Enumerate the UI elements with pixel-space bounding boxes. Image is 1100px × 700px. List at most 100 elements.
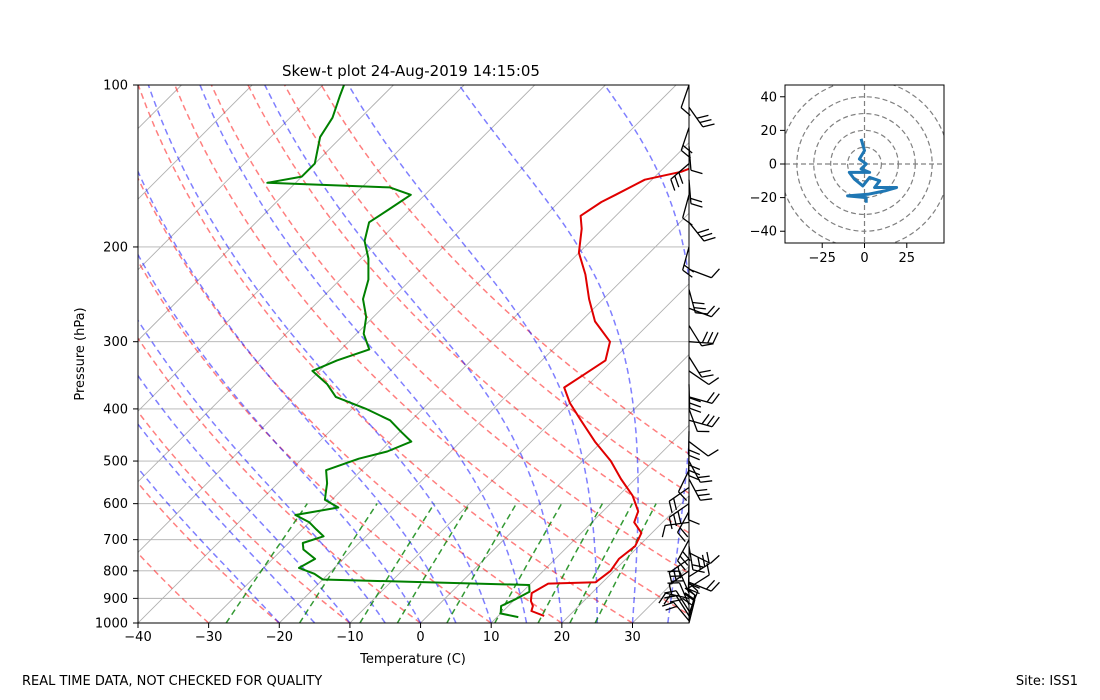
y-tick-label: 200	[103, 240, 128, 255]
wind-barb-staff	[668, 486, 690, 502]
dry-adiabat	[210, 85, 689, 575]
wind-barb-flag	[695, 312, 708, 315]
wind-barb-flag	[690, 197, 703, 203]
moist-adiabats	[138, 85, 769, 623]
wind-barb-flag	[711, 393, 720, 404]
wind-barb-flag	[688, 454, 700, 461]
wind-barb-staff	[688, 460, 701, 483]
wind-barb-flag	[695, 488, 708, 492]
dry-adiabat	[320, 85, 689, 455]
moist-adiabat	[138, 169, 457, 623]
wind-barb-flag	[710, 581, 720, 592]
dry-adiabats	[138, 85, 689, 623]
wind-barb	[677, 469, 690, 502]
y-tick-label: 400	[103, 402, 128, 417]
mixing-ratio-line	[446, 503, 518, 623]
y-tick-label: 100	[103, 79, 128, 94]
x-axis-label: Temperature (C)	[359, 652, 466, 667]
wind-barb-flag	[672, 569, 678, 582]
wind-barb-flag	[661, 525, 666, 538]
wind-barb-staff	[688, 356, 703, 378]
wind-barb-flag	[677, 566, 682, 579]
y-tick-label: 300	[103, 335, 128, 350]
wind-barb-staff	[668, 558, 690, 574]
isotherm-line	[138, 85, 465, 412]
wind-barb-flag	[701, 413, 710, 425]
wind-barb-flag	[690, 203, 703, 208]
wind-barb-staff	[688, 289, 696, 313]
wind-barb-staff	[682, 246, 690, 271]
wind-barb-flag	[682, 217, 693, 226]
wind-barb-staff	[673, 601, 690, 622]
wind-barb-flag	[708, 377, 720, 386]
hodograph-y-tick-label: −40	[750, 225, 777, 240]
wind-barb-flag	[663, 593, 672, 605]
wind-barb-staff	[682, 194, 690, 219]
wind-barb-flag	[710, 307, 720, 318]
wind-barb-flag	[700, 498, 713, 501]
wind-barb-staff	[675, 590, 690, 612]
dry-adiabat	[283, 85, 689, 495]
wind-barb	[688, 179, 703, 208]
wind-barb-staff	[680, 127, 690, 151]
wind-barb-flag	[710, 268, 720, 279]
wind-barb	[682, 194, 693, 226]
wind-barb	[658, 592, 690, 605]
wind-barb	[661, 521, 690, 538]
skewt-plot-content	[138, 85, 769, 623]
wind-barb-staff	[688, 106, 704, 128]
wind-barb-staff	[676, 539, 690, 562]
isotherm-line	[420, 353, 689, 623]
wind-barb	[688, 441, 719, 457]
wind-barb-staff	[668, 503, 690, 518]
isotherm-line	[138, 85, 536, 483]
wind-barb-staff	[670, 163, 690, 180]
dry-adiabat	[138, 336, 422, 623]
y-axis-label: Pressure (hPa)	[73, 307, 88, 400]
wind-barb-flag	[690, 169, 703, 175]
wind-barb-flag	[700, 480, 713, 483]
wind-barb	[676, 539, 691, 571]
wind-barb-staff	[665, 521, 690, 527]
wind-barb-flag	[680, 149, 691, 159]
dry-adiabat	[138, 259, 492, 623]
wind-barb-flag	[688, 588, 700, 595]
wind-barb-staff	[688, 552, 711, 564]
wind-barb-staff	[677, 469, 690, 493]
wind-barb	[688, 370, 720, 386]
wind-barb-flag	[662, 601, 674, 607]
quality-disclaimer: REAL TIME DATA, NOT CHECKED FOR QUALITY	[22, 674, 323, 689]
x-tick-label: −10	[336, 630, 363, 645]
y-tick-label: 500	[103, 455, 128, 470]
hodograph-line	[846, 138, 899, 203]
wind-barb	[667, 582, 690, 606]
x-axis-ticks: −40 −30 −20 −10 0 10 20 30	[124, 623, 641, 645]
wind-barb-staff	[678, 582, 690, 606]
wind-barb-flag	[672, 514, 678, 527]
moist-adiabat	[147, 85, 492, 623]
wind-barb-staff	[688, 563, 710, 578]
sounding-series	[266, 85, 689, 619]
moist-adiabat	[703, 85, 769, 623]
mixing-ratio-line	[396, 503, 471, 623]
wind-barb-flag	[697, 475, 710, 479]
wind-barb-flag	[677, 560, 686, 571]
isotherm-line	[349, 283, 689, 623]
isotherm-line	[208, 142, 689, 623]
dry-adiabat	[138, 552, 210, 623]
wind-barb-flag	[680, 107, 691, 116]
isotherm-line	[138, 85, 677, 623]
chart-title: Skew-t plot 24-Aug-2019 14:15:05	[282, 62, 540, 80]
wind-barb-flag	[678, 491, 688, 502]
mixing-ratio-lines	[225, 503, 657, 623]
wind-barb-flag	[679, 555, 689, 566]
wind-barb-flag	[688, 474, 700, 481]
wind-barb-flag	[712, 332, 719, 344]
dry-adiabat	[138, 176, 563, 623]
dewpoint-trace	[266, 85, 531, 619]
mixing-ratio-line	[298, 503, 378, 623]
hodograph-content	[785, 85, 944, 243]
wind-barb-flag	[689, 407, 702, 413]
wind-barb	[668, 558, 690, 585]
wind-barb-flag	[691, 564, 704, 568]
